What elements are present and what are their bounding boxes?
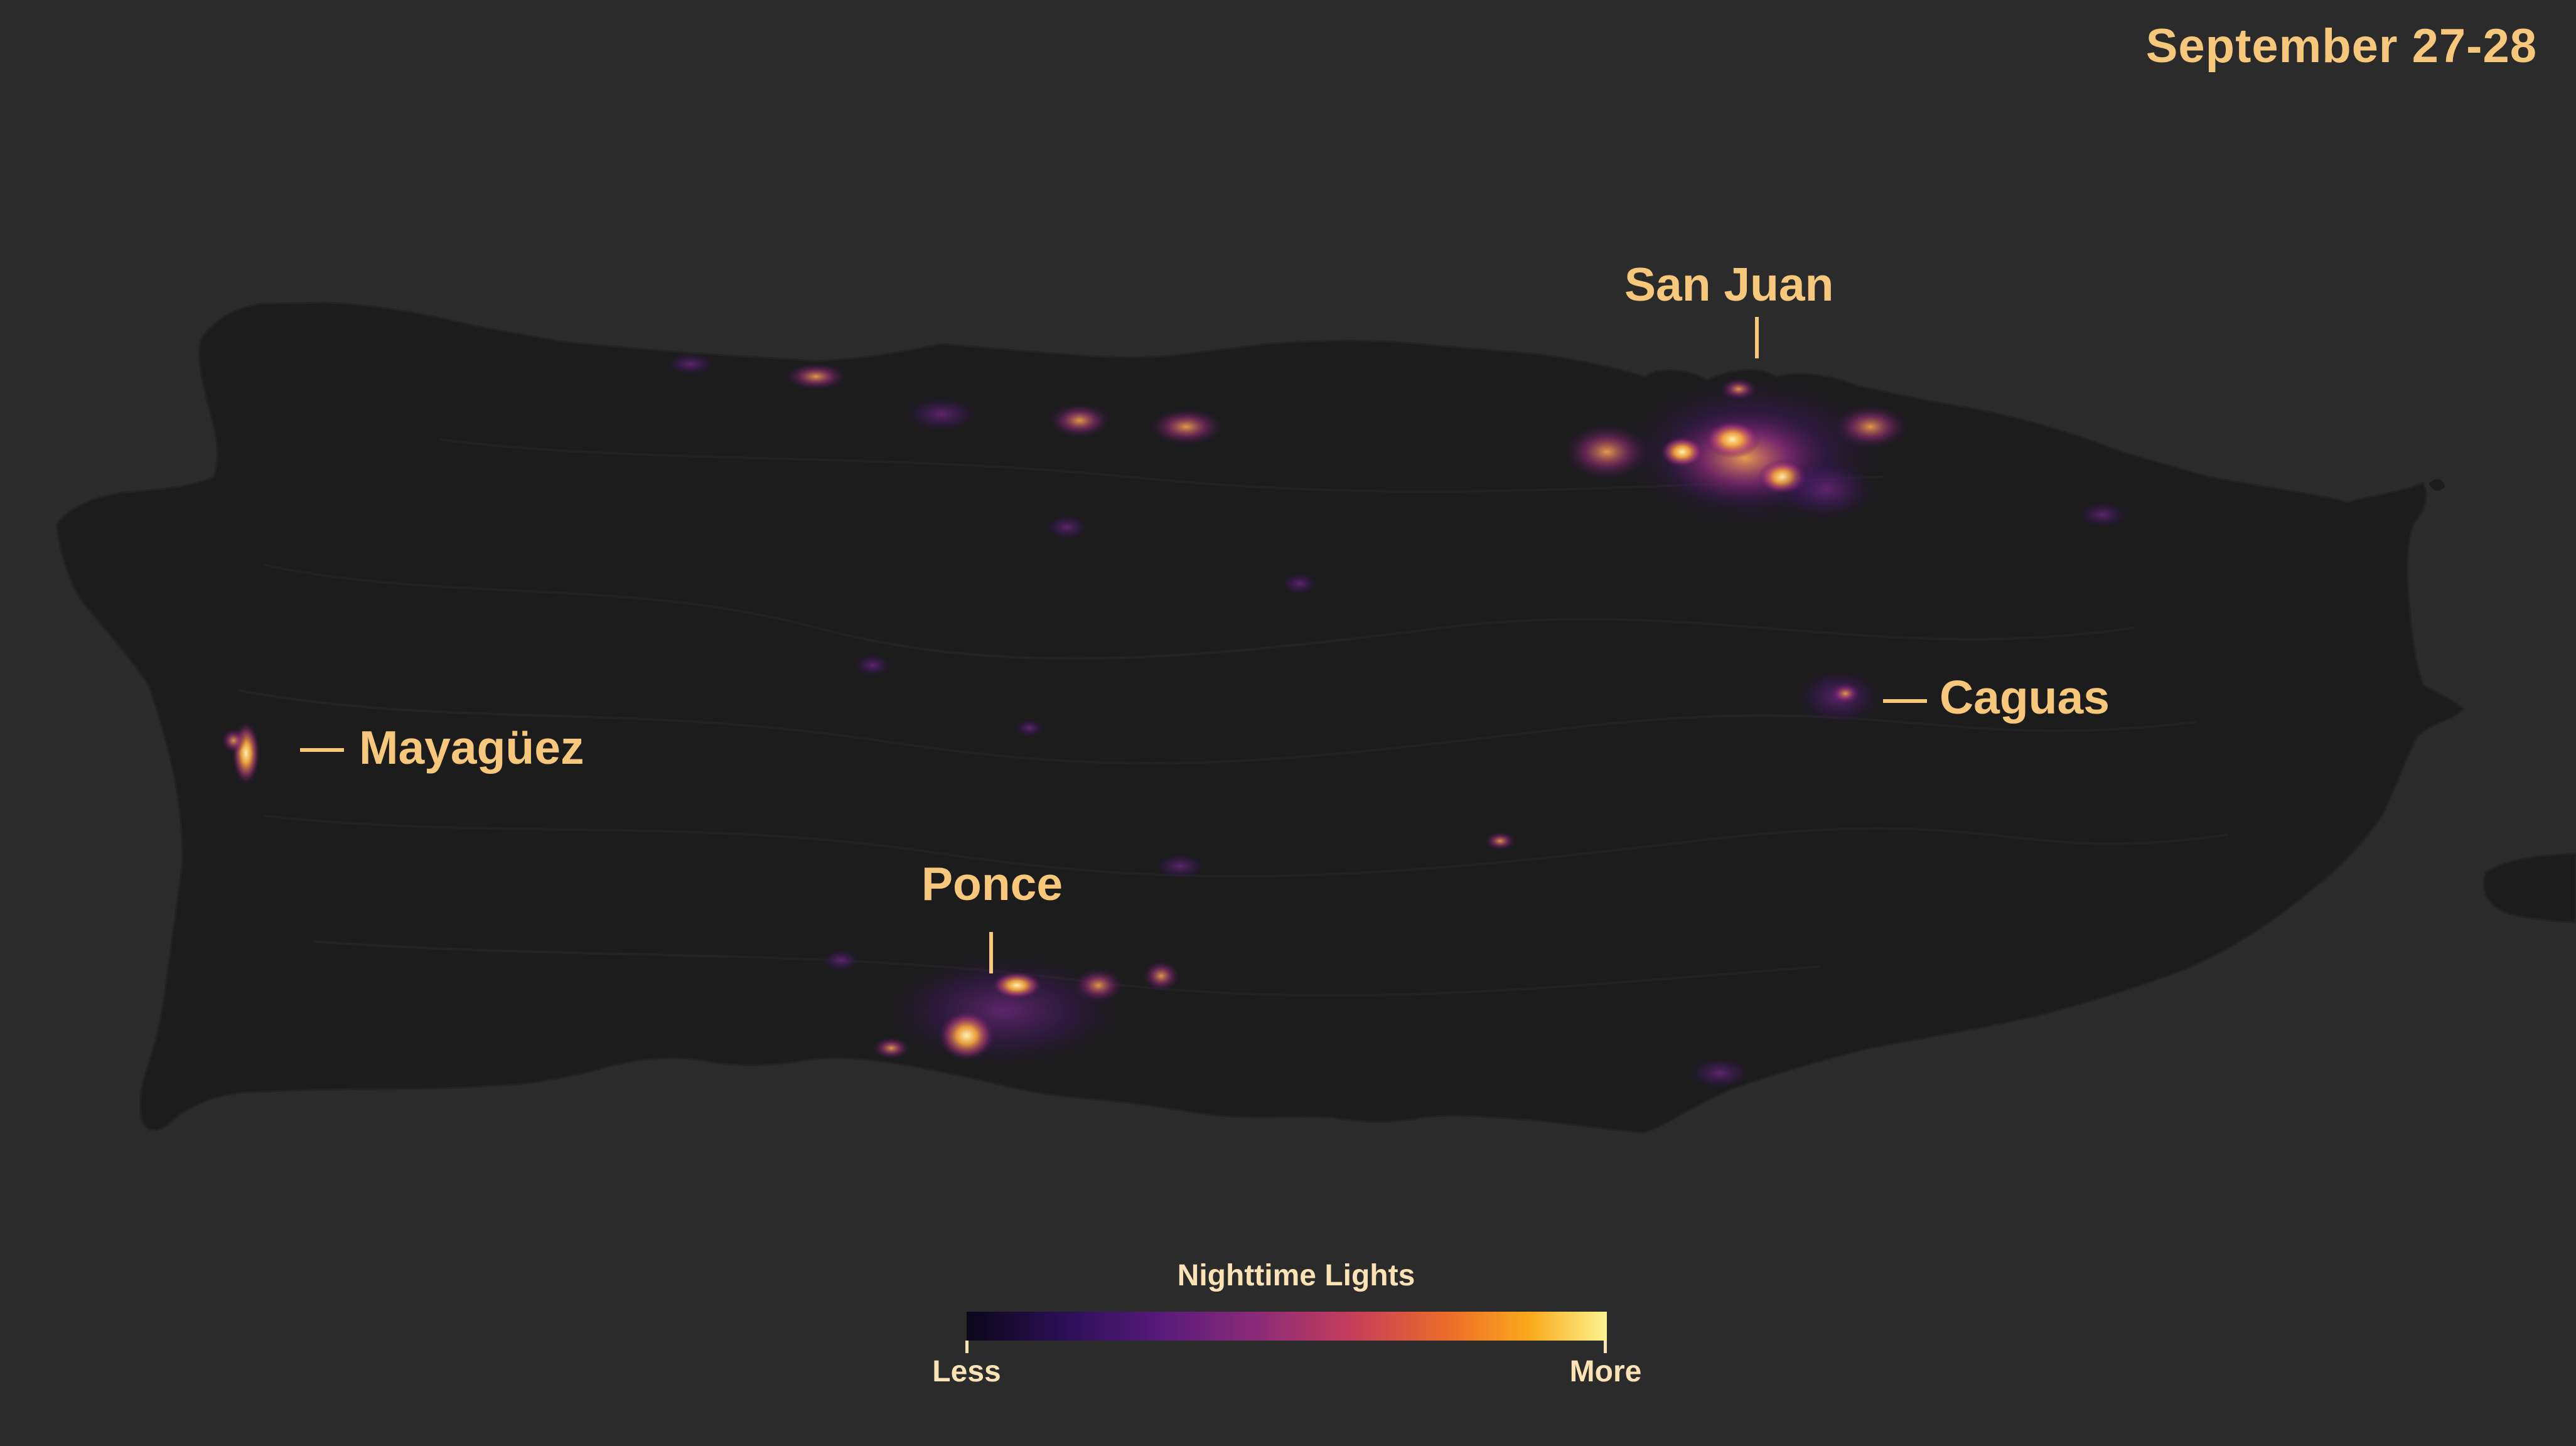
city-label-ponce: Ponce [921,857,1063,910]
legend-label-less: Less [932,1355,1001,1388]
mayaguez-leader-line [300,748,344,752]
culebra-island [2429,479,2445,491]
city-label-caguas: Caguas [1940,671,2110,724]
san-juan-leader-line [1755,317,1759,358]
legend-title: Nighttime Lights [1177,1259,1415,1292]
date-label: September 27-28 [2145,19,2537,73]
city-label-mayaguez: Mayagüez [359,721,584,774]
nighttime-lights [221,353,2128,1089]
ponce-leader-line [989,932,993,973]
legend-tick-less [965,1341,969,1353]
city-label-san-juan: San Juan [1624,258,1834,311]
vieques-island [2482,852,2576,924]
legend-color-ramp [967,1312,1607,1341]
legend-label-more: More [1569,1355,1642,1388]
terrain-relief [238,438,2229,997]
caguas-leader-line [1883,699,1927,703]
legend-tick-more [1604,1341,1607,1353]
